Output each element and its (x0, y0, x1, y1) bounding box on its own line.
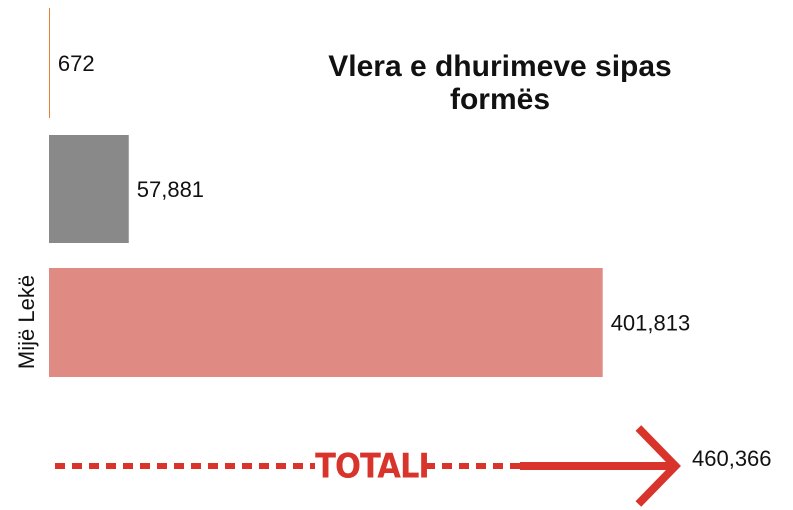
bar (49, 8, 50, 118)
total-label: TOTALI (315, 447, 429, 487)
value-label: 57,881 (137, 177, 204, 202)
total-arrowhead (635, 425, 681, 507)
y-axis-label: Mijë Lekë (14, 275, 39, 369)
chart-title-line2: formës (450, 83, 550, 116)
bar (49, 268, 603, 377)
value-label: 672 (58, 51, 95, 76)
bar (49, 135, 129, 243)
value-label: 401,813 (611, 310, 691, 335)
total-value-label: 460,366 (692, 446, 772, 471)
chart-title-line1: Vlera e dhurimeve sipas (328, 50, 672, 83)
